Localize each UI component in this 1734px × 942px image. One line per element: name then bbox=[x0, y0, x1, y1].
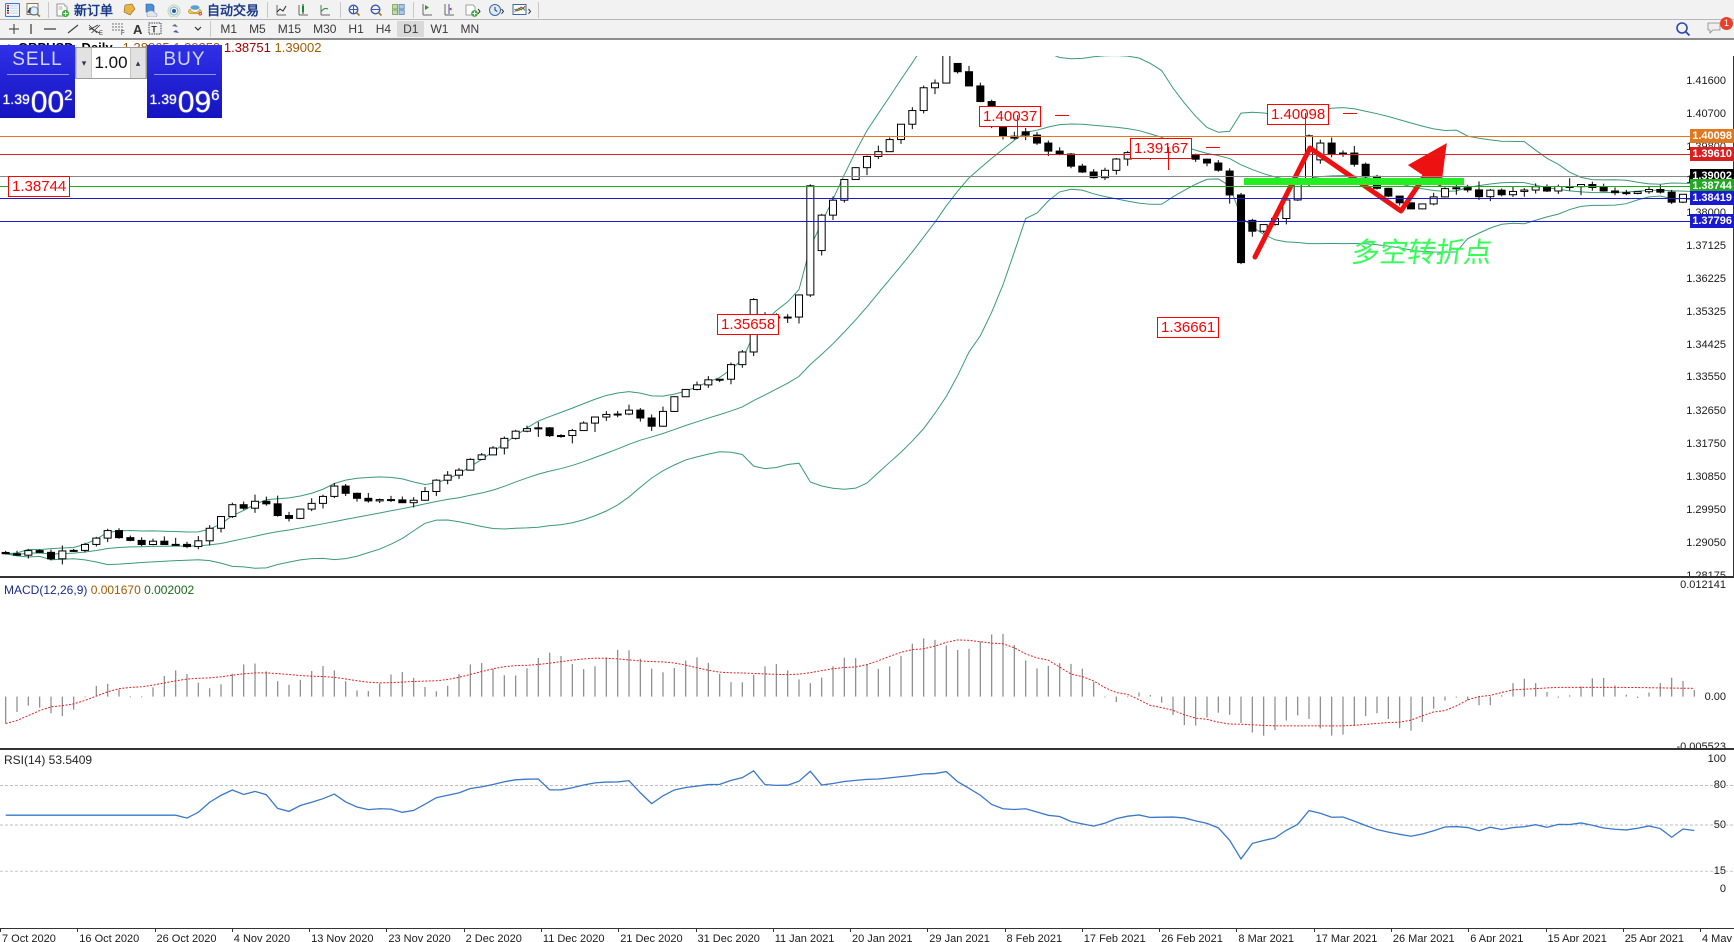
svg-text:F: F bbox=[121, 31, 125, 36]
svg-text:E: E bbox=[99, 31, 103, 36]
svg-text:T: T bbox=[152, 25, 158, 35]
